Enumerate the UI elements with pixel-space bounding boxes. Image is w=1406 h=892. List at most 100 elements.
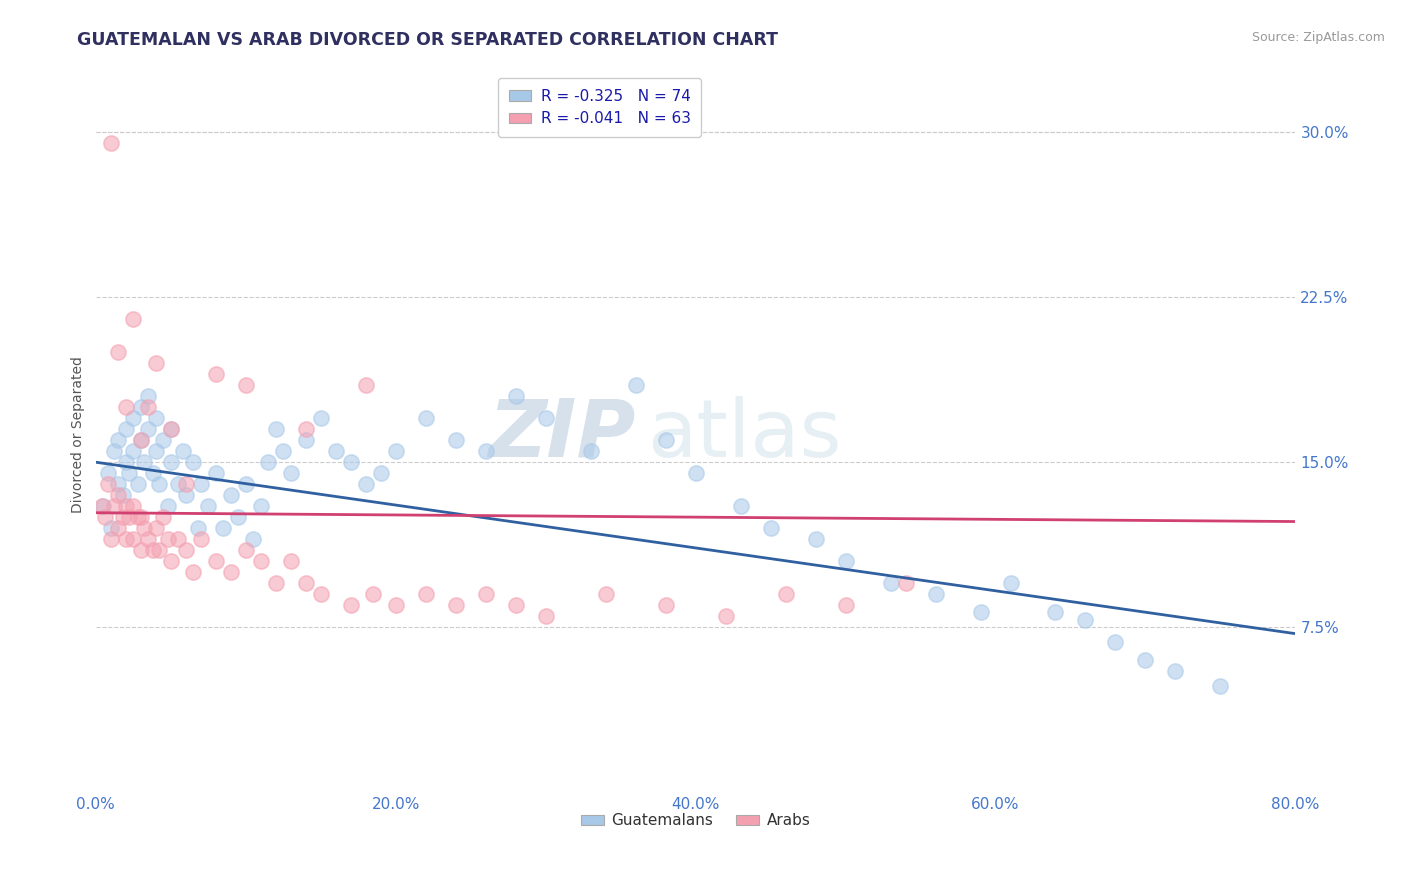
Point <box>474 587 496 601</box>
Text: GUATEMALAN VS ARAB DIVORCED OR SEPARATED CORRELATION CHART: GUATEMALAN VS ARAB DIVORCED OR SEPARATED… <box>77 31 779 49</box>
Point <box>257 455 280 469</box>
Point <box>271 444 294 458</box>
Point <box>294 576 316 591</box>
Point <box>107 433 129 447</box>
Point <box>235 543 257 558</box>
Point <box>107 521 129 535</box>
Point <box>444 433 467 447</box>
Point <box>354 477 377 491</box>
Point <box>172 444 194 458</box>
Point <box>90 499 112 513</box>
Point <box>534 411 557 425</box>
Point <box>309 411 332 425</box>
Point <box>444 598 467 612</box>
Point <box>127 477 149 491</box>
Legend: Guatemalans, Arabs: Guatemalans, Arabs <box>575 807 817 834</box>
Point <box>294 433 316 447</box>
Point <box>129 433 152 447</box>
Point <box>114 455 136 469</box>
Text: ZIP: ZIP <box>488 396 636 474</box>
Point <box>415 411 437 425</box>
Point <box>152 510 174 524</box>
Point <box>1000 576 1022 591</box>
Point <box>280 554 302 568</box>
Point <box>103 499 125 513</box>
Point <box>167 477 190 491</box>
Point <box>132 455 155 469</box>
Point <box>100 521 122 535</box>
Point <box>730 499 752 513</box>
Point <box>91 499 114 513</box>
Point <box>969 605 991 619</box>
Point <box>685 466 707 480</box>
Point <box>181 455 204 469</box>
Point <box>129 543 152 558</box>
Point <box>159 422 181 436</box>
Point <box>1209 680 1232 694</box>
Point <box>339 455 361 469</box>
Point <box>111 510 134 524</box>
Point <box>384 444 406 458</box>
Point <box>174 477 197 491</box>
Point <box>97 466 120 480</box>
Point <box>339 598 361 612</box>
Point <box>264 576 287 591</box>
Point <box>156 532 179 546</box>
Point <box>249 554 271 568</box>
Point <box>111 488 134 502</box>
Point <box>370 466 392 480</box>
Point <box>129 433 152 447</box>
Point <box>714 609 737 624</box>
Point <box>924 587 946 601</box>
Point <box>834 554 856 568</box>
Point <box>894 576 917 591</box>
Point <box>1104 635 1126 649</box>
Point <box>204 466 226 480</box>
Point <box>136 422 159 436</box>
Point <box>1074 614 1097 628</box>
Point <box>118 510 141 524</box>
Point <box>107 477 129 491</box>
Point <box>204 554 226 568</box>
Point <box>505 598 527 612</box>
Point <box>159 455 181 469</box>
Point <box>474 444 496 458</box>
Point <box>361 587 384 601</box>
Point <box>219 488 242 502</box>
Point <box>1045 605 1067 619</box>
Point <box>127 510 149 524</box>
Point <box>100 136 122 151</box>
Point <box>129 510 152 524</box>
Point <box>534 609 557 624</box>
Point <box>249 499 271 513</box>
Point <box>156 499 179 513</box>
Point <box>122 312 145 326</box>
Point <box>595 587 617 601</box>
Point <box>152 433 174 447</box>
Point <box>142 543 165 558</box>
Point <box>122 444 145 458</box>
Point <box>384 598 406 612</box>
Point <box>118 466 141 480</box>
Point <box>148 477 170 491</box>
Point <box>136 532 159 546</box>
Text: atlas: atlas <box>648 396 842 474</box>
Point <box>280 466 302 480</box>
Point <box>294 422 316 436</box>
Point <box>107 345 129 359</box>
Point <box>235 378 257 392</box>
Point <box>159 422 181 436</box>
Point <box>834 598 856 612</box>
Point <box>264 422 287 436</box>
Point <box>97 477 120 491</box>
Point <box>122 411 145 425</box>
Point <box>624 378 647 392</box>
Point <box>100 532 122 546</box>
Point <box>145 521 167 535</box>
Point <box>132 521 155 535</box>
Point <box>775 587 797 601</box>
Point <box>759 521 782 535</box>
Point <box>354 378 377 392</box>
Point <box>197 499 219 513</box>
Point <box>1164 664 1187 678</box>
